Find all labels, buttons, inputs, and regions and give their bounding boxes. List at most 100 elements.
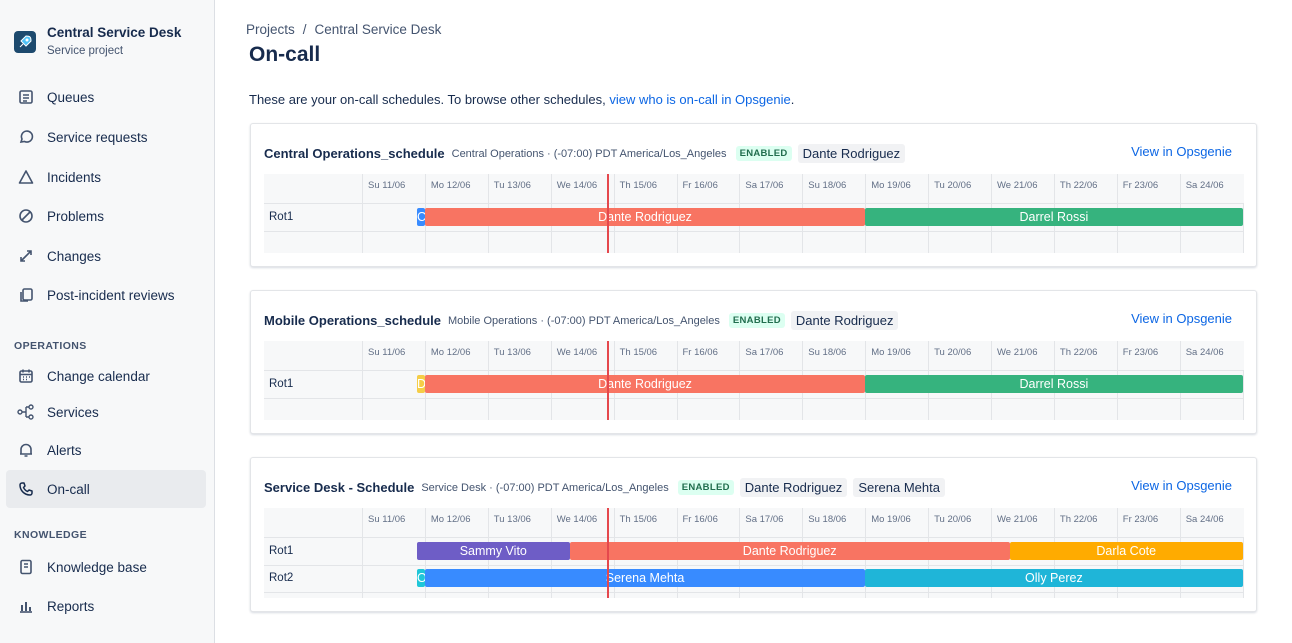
day-label: Su 18/06 xyxy=(802,174,865,203)
nav-post-incident-reviews[interactable]: Post-incident reviews xyxy=(6,276,206,314)
on-call-person[interactable]: Dante Rodriguez xyxy=(790,311,899,330)
schedule-card: Service Desk - Schedule Service Desk · (-… xyxy=(250,457,1257,612)
nav-reports[interactable]: Reports xyxy=(6,587,206,625)
view-in-opsgenie-link[interactable]: View in Opsgenie xyxy=(1131,144,1232,159)
nav-queues[interactable]: Queues xyxy=(6,78,206,116)
nav-changes[interactable]: Changes xyxy=(6,237,206,275)
schedule-header: Mobile Operations_schedule Mobile Operati… xyxy=(264,311,904,330)
on-call-person[interactable]: Serena Mehta xyxy=(853,478,945,497)
current-time-indicator xyxy=(607,174,610,253)
nav-knowledge-base[interactable]: Knowledge base xyxy=(6,548,206,586)
day-label: Sa 17/06 xyxy=(739,174,802,203)
day-label: Su 18/06 xyxy=(802,341,865,370)
rotation-label: Rot1 xyxy=(269,378,294,390)
grid-line xyxy=(1242,538,1244,598)
shift-bar[interactable]: Darrel Rossi xyxy=(865,375,1243,393)
schedule-name[interactable]: Mobile Operations_schedule xyxy=(264,313,441,328)
nav-incidents[interactable]: Incidents xyxy=(6,158,206,196)
breadcrumb-current[interactable]: Central Service Desk xyxy=(314,22,442,37)
grid-line xyxy=(991,538,992,598)
grid-line xyxy=(676,371,678,420)
shift-bar[interactable]: Dante Rodriguez xyxy=(569,542,1010,560)
shift-bar[interactable]: C xyxy=(417,208,425,226)
shift-bar[interactable]: Dante Rodriguez xyxy=(424,208,866,226)
nav-label: Alerts xyxy=(47,442,82,458)
shift-bar[interactable]: Darrel Rossi xyxy=(865,208,1243,226)
grid-line xyxy=(613,204,615,253)
day-label: Tu 13/06 xyxy=(487,341,551,370)
breadcrumb-projects[interactable]: Projects xyxy=(246,22,295,37)
day-label: Tu 20/06 xyxy=(928,508,991,537)
schedule-name[interactable]: Central Operations_schedule xyxy=(264,146,445,161)
current-time-indicator xyxy=(607,341,610,420)
grid-line xyxy=(487,538,489,598)
shift-bar[interactable]: O xyxy=(417,569,425,587)
shift-bar[interactable]: Sammy Vito xyxy=(417,542,570,560)
nav-alerts[interactable]: Alerts xyxy=(6,431,206,469)
grid-line xyxy=(362,538,363,598)
day-label: Tu 13/06 xyxy=(487,508,551,537)
shift-bar[interactable]: Olly Perez xyxy=(865,569,1243,587)
nav-label: Services xyxy=(47,404,99,420)
day-label: Su 18/06 xyxy=(802,508,865,537)
nav-services[interactable]: Services xyxy=(6,393,206,431)
grid-line xyxy=(1053,204,1055,253)
breadcrumb: Projects / Central Service Desk xyxy=(246,22,441,37)
shift-bar[interactable]: Dante Rodriguez xyxy=(424,375,866,393)
queue-icon xyxy=(16,87,36,107)
schedule-name[interactable]: Service Desk - Schedule xyxy=(264,480,415,495)
project-header[interactable]: Central Service Desk Service project xyxy=(14,24,181,59)
day-label: Fr 23/06 xyxy=(1116,174,1180,203)
view-in-opsgenie-link[interactable]: View in Opsgenie xyxy=(1131,478,1232,493)
shift-bar[interactable]: D xyxy=(417,375,425,393)
day-label: Su 11/06 xyxy=(362,341,425,370)
grid-line xyxy=(1116,538,1118,598)
speech-bubble-icon xyxy=(16,127,36,147)
bell-icon xyxy=(16,440,36,460)
day-label: Sa 24/06 xyxy=(1179,508,1243,537)
grid-line xyxy=(1179,204,1181,253)
grid-line xyxy=(739,538,741,598)
status-badge: ENABLED xyxy=(735,146,792,161)
schedule-card: Mobile Operations_schedule Mobile Operati… xyxy=(250,290,1257,434)
timeline-header: Su 11/06 Mo 12/06 Tu 13/06 We 14/06 Th 15/06… xyxy=(264,341,1244,371)
view-in-opsgenie-link[interactable]: View in Opsgenie xyxy=(1131,311,1232,326)
nav-label: Incidents xyxy=(47,169,102,185)
schedule-header: Central Operations_schedule Central Opera… xyxy=(264,144,911,163)
arrows-icon xyxy=(16,246,36,266)
calendar-icon xyxy=(16,366,36,386)
project-name: Central Service Desk xyxy=(47,25,182,40)
schedule-meta: Mobile Operations · (-07:00) PDT America… xyxy=(448,314,720,327)
on-call-person[interactable]: Dante Rodriguez xyxy=(739,478,848,497)
day-label: Mo 19/06 xyxy=(865,508,928,537)
day-label: Th 22/06 xyxy=(1053,508,1117,537)
service-graph-icon xyxy=(16,402,36,422)
on-call-person[interactable]: Dante Rodriguez xyxy=(797,144,906,163)
nav-service-requests[interactable]: Service requests xyxy=(6,118,206,156)
day-label: Th 15/06 xyxy=(613,341,677,370)
day-label: Su 11/06 xyxy=(362,508,425,537)
grid-line xyxy=(550,371,552,420)
day-label: Su 11/06 xyxy=(362,174,425,203)
nav-problems[interactable]: Problems xyxy=(6,197,206,235)
nav-label: Knowledge base xyxy=(47,559,147,575)
status-badge: ENABLED xyxy=(728,313,785,328)
shift-bar[interactable]: Serena Mehta xyxy=(424,569,866,587)
opsgenie-link[interactable]: view who is on-call in Opsgenie xyxy=(609,92,791,107)
grid-line xyxy=(424,371,426,420)
day-label: Mo 12/06 xyxy=(424,341,488,370)
day-label: Fr 23/06 xyxy=(1116,341,1180,370)
nav-on-call[interactable]: On-call xyxy=(6,470,206,508)
nav-label: Changes xyxy=(47,248,102,264)
no-entry-icon xyxy=(16,206,36,226)
day-label: Sa 17/06 xyxy=(739,508,802,537)
nav-change-calendar[interactable]: Change calendar xyxy=(6,357,206,395)
grid-line xyxy=(1053,371,1055,420)
row-divider xyxy=(264,565,1244,566)
shift-bar[interactable]: Darla Cote xyxy=(1009,542,1243,560)
sidebar: Central Service Desk Service project Que… xyxy=(0,0,215,643)
schedule-timeline: Su 11/06 Mo 12/06 Tu 13/06 We 14/06 Th 15/06… xyxy=(264,508,1244,598)
triangle-warning-icon xyxy=(16,167,36,187)
grid-line xyxy=(362,204,363,253)
project-type: Service project xyxy=(47,45,124,57)
